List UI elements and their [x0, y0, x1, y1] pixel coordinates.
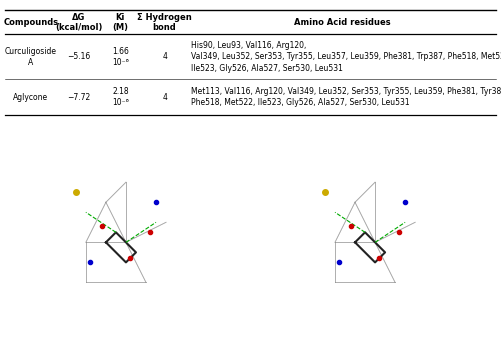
Text: 2.18
10⁻⁶: 2.18 10⁻⁶ [112, 87, 129, 108]
Text: His90, Leu93, Val116, Arg120,
Val349, Leu352, Ser353, Tyr355, Leu357, Leu359, Ph: His90, Leu93, Val116, Arg120, Val349, Le… [190, 41, 501, 73]
Text: Σ Hydrogen
bond: Σ Hydrogen bond [137, 12, 192, 32]
Text: Met113, Val116, Arg120, Val349, Leu352, Ser353, Tyr355, Leu359, Phe381, Tyr385,
: Met113, Val116, Arg120, Val349, Leu352, … [190, 87, 501, 108]
Text: 4: 4 [162, 93, 167, 102]
Text: Amino Acid residues: Amino Acid residues [294, 18, 391, 27]
Text: Aglycone: Aglycone [13, 93, 49, 102]
Text: ΔG
(kcal/mol): ΔG (kcal/mol) [55, 12, 102, 32]
Text: −7.72: −7.72 [67, 93, 90, 102]
Text: Ki
(M): Ki (M) [112, 12, 128, 32]
Text: 4: 4 [162, 52, 167, 61]
Text: −5.16: −5.16 [67, 52, 90, 61]
Text: Compounds: Compounds [3, 18, 58, 27]
Text: Curculigoside
A: Curculigoside A [5, 47, 57, 67]
Text: 1.66
10⁻⁶: 1.66 10⁻⁶ [112, 47, 129, 67]
